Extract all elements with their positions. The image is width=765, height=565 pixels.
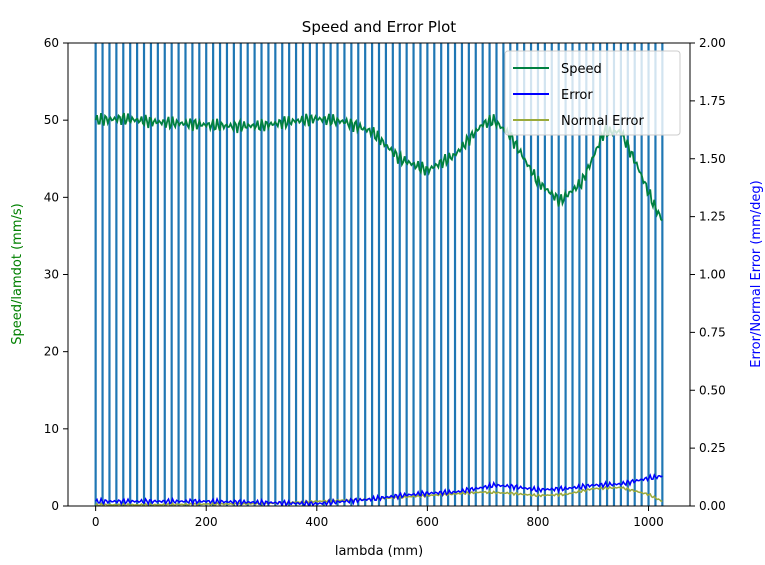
series-line-error [95, 473, 663, 506]
y-right-tick-label: 0.75 [699, 325, 726, 339]
y-right-tick-label: 1.75 [699, 94, 726, 108]
x-tick-label: 0 [92, 515, 100, 529]
y-right-tick-label: 0.50 [699, 383, 726, 397]
y-axis-left: 0 10 20 30 40 50 60 [44, 36, 68, 513]
x-axis-label: lambda (mm) [335, 544, 423, 559]
y-left-tick-label: 0 [51, 499, 59, 513]
x-tick-label: 800 [527, 515, 550, 529]
series-layer [94, 112, 663, 506]
x-tick-label: 1000 [633, 515, 664, 529]
y-left-tick-label: 20 [44, 345, 59, 359]
x-tick-label: 400 [305, 515, 328, 529]
x-axis: 0 200 400 600 800 1000 [92, 506, 664, 529]
y-left-tick-label: 40 [44, 190, 59, 204]
y-left-tick-label: 30 [44, 268, 59, 282]
legend-label: Error [561, 88, 593, 103]
legend-box [504, 50, 681, 136]
y-axis-right: 0.00 0.25 0.50 0.75 1.00 1.25 1.50 1.75 2.00 [690, 36, 726, 513]
y-left-tick-label: 60 [44, 36, 59, 50]
y-right-tick-label: 1.25 [699, 210, 726, 224]
legend-label: Speed [561, 62, 602, 77]
y-axis-left-label: Speed/lamdot (mm/s) [10, 203, 25, 344]
y-right-tick-label: 0.00 [699, 499, 726, 513]
chart-title: Speed and Error Plot [302, 18, 456, 36]
y-right-tick-label: 1.00 [699, 268, 726, 282]
series-line-speed [94, 112, 663, 222]
y-left-tick-label: 50 [44, 113, 59, 127]
y-right-tick-label: 2.00 [699, 36, 726, 50]
x-tick-label: 600 [416, 515, 439, 529]
legend: Speed Error Normal Error [504, 50, 681, 136]
y-axis-right-label: Error/Normal Error (mm/deg) [749, 180, 764, 367]
y-left-tick-label: 10 [44, 422, 59, 436]
legend-label: Normal Error [561, 114, 645, 129]
y-right-tick-label: 0.25 [699, 441, 726, 455]
x-tick-label: 200 [195, 515, 218, 529]
y-right-tick-label: 1.50 [699, 152, 726, 166]
